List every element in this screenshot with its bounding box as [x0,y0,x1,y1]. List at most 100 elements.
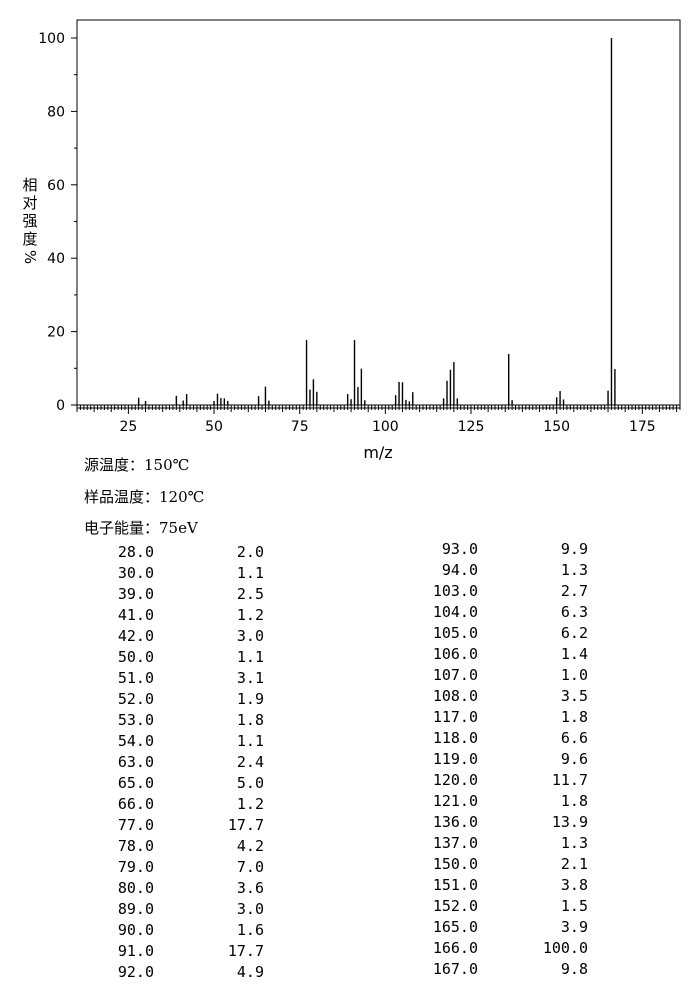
peak-row: 52.0 1.9 [60,689,270,710]
peak-row: 78.0 4.2 [60,836,270,857]
peak-row: 108.0 3.5 [380,686,595,707]
peak-row: 41.0 1.2 [60,605,270,626]
electron-energy: 电子能量：75eV [84,519,198,537]
peak-mz: 152.0 [432,897,478,915]
peak-intensity: 7.0 [236,858,264,876]
y-axis-label-char: 对 [22,194,38,212]
peak-intensity: 3.1 [236,669,264,687]
peak-mz: 136.0 [432,813,478,831]
peak-intensity: 2.5 [236,585,264,603]
peak-row: 136.0 13.9 [380,812,595,833]
peak-row: 107.0 1.0 [380,665,595,686]
peak-mz: 78.0 [117,837,154,855]
peak-row: 118.0 6.6 [380,728,595,749]
peak-row: 103.0 2.7 [380,581,595,602]
peak-mz: 119.0 [432,750,478,768]
peak-row: 94.0 1.3 [380,560,595,581]
peak-row: 93.0 9.9 [380,539,595,560]
peak-intensity: 6.2 [560,624,588,642]
peak-intensity: 1.8 [236,711,264,729]
peak-intensity: 3.6 [236,879,264,897]
x-tick-label: 175 [629,419,656,435]
peak-mz: 107.0 [432,666,478,684]
peak-row: 151.0 3.8 [380,875,595,896]
peak-intensity: 3.0 [236,627,264,645]
peak-mz: 94.0 [441,561,478,579]
peak-row: 28.0 2.0 [60,542,270,563]
x-axis-label: m/z [363,443,392,462]
peak-mz: 41.0 [117,606,154,624]
peak-row: 42.0 3.0 [60,626,270,647]
peak-mz: 150.0 [432,855,478,873]
peak-intensity: 1.2 [236,606,264,624]
spectrum-peaks [137,38,616,405]
peak-row: 80.0 3.6 [60,878,270,899]
peak-mz: 117.0 [432,708,478,726]
peak-row: 137.0 1.3 [380,833,595,854]
peak-intensity: 1.3 [560,561,588,579]
peak-intensity: 2.0 [236,543,264,561]
peak-intensity: 9.9 [560,540,588,558]
peak-intensity: 9.6 [560,750,588,768]
y-tick-label: 80 [47,104,65,120]
peak-intensity: 1.5 [560,897,588,915]
peak-row: 63.0 2.4 [60,752,270,773]
y-tick-label: 40 [47,251,65,267]
peak-intensity: 3.9 [560,918,588,936]
peak-intensity: 1.0 [560,666,588,684]
peak-row: 92.0 4.9 [60,962,270,983]
peak-mz: 54.0 [117,732,154,750]
peak-row: 91.0 17.7 [60,941,270,962]
y-tick-label: 0 [56,398,65,414]
peak-row: 150.0 2.1 [380,854,595,875]
peak-mz: 167.0 [432,960,478,978]
peak-mz: 92.0 [117,963,154,981]
peak-intensity: 3.8 [560,876,588,894]
peak-mz: 91.0 [117,942,154,960]
peak-intensity: 1.2 [236,795,264,813]
peak-row: 79.0 7.0 [60,857,270,878]
peak-intensity: 1.8 [560,792,588,810]
peak-intensity: 5.0 [236,774,264,792]
peak-intensity: 2.1 [560,855,588,873]
peak-row: 30.0 1.1 [60,563,270,584]
peak-mz: 63.0 [117,753,154,771]
x-tick-label: 100 [372,419,399,435]
peak-mz: 151.0 [432,876,478,894]
peak-intensity: 4.2 [236,837,264,855]
peak-row: 105.0 6.2 [380,623,595,644]
y-axis-label-char: % [21,249,39,265]
peak-intensity: 4.9 [236,963,264,981]
peak-intensity: 3.0 [236,900,264,918]
peak-row: 119.0 9.6 [380,749,595,770]
peak-row: 120.0 11.7 [380,770,595,791]
peak-mz: 93.0 [441,540,478,558]
x-tick-label: 150 [543,419,570,435]
peak-mz: 118.0 [432,729,478,747]
sample-temperature: 样品温度：120℃ [84,488,205,506]
plot-frame [76,19,681,409]
peak-mz: 39.0 [117,585,154,603]
peak-row: 89.0 3.0 [60,899,270,920]
peak-intensity: 2.7 [560,582,588,600]
peak-row: 90.0 1.6 [60,920,270,941]
peak-mz: 104.0 [432,603,478,621]
x-tick-label: 75 [291,419,309,435]
peak-intensity: 1.1 [236,648,264,666]
peak-mz: 66.0 [117,795,154,813]
peak-row: 165.0 3.9 [380,917,595,938]
peak-row: 106.0 1.4 [380,644,595,665]
peak-mz: 52.0 [117,690,154,708]
peak-mz: 108.0 [432,687,478,705]
peak-intensity: 100.0 [542,939,588,957]
peak-mz: 80.0 [117,879,154,897]
peak-row: 39.0 2.5 [60,584,270,605]
peak-intensity: 1.1 [236,732,264,750]
y-axis-label-char: 强 [22,212,38,230]
source-temperature: 源温度：150℃ [84,456,190,474]
peak-row: 50.0 1.1 [60,647,270,668]
peak-intensity: 1.8 [560,708,588,726]
peak-table-left: 28.0 2.0 30.0 1.1 39.0 2.5 41.0 1.2 42.0 3.0 50.0 1… [60,542,270,983]
peak-row: 65.0 5.0 [60,773,270,794]
peak-mz: 79.0 [117,858,154,876]
